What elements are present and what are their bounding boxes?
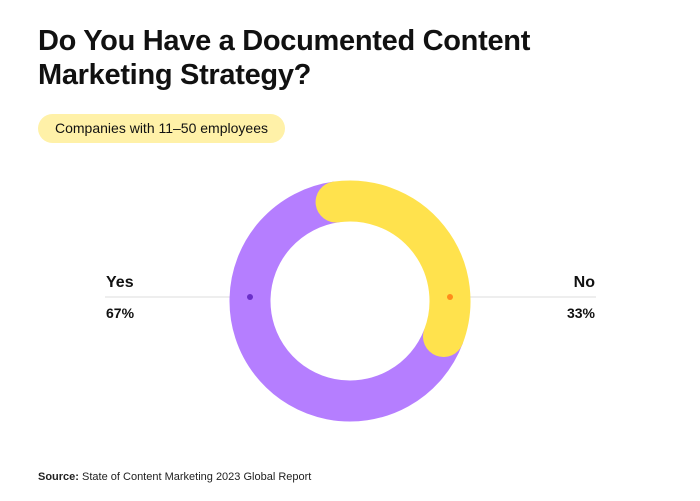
dot-yes [247,294,253,300]
value-yes: 67% [106,305,135,321]
slice-yes [229,181,464,422]
slice-no [315,180,471,358]
chart-title: Do You Have a Documented Content Marketi… [38,25,531,91]
source-label: Source: [38,471,79,483]
label-yes: Yes [106,274,134,291]
source-note: Source: State of Content Marketing 2023 … [38,471,311,483]
value-no: 33% [566,305,595,321]
label-no: No [573,274,595,291]
subtitle-badge: Companies with 11–50 employees [38,114,285,143]
source-text: State of Content Marketing 2023 Global R… [82,471,312,483]
dot-no [447,294,453,300]
